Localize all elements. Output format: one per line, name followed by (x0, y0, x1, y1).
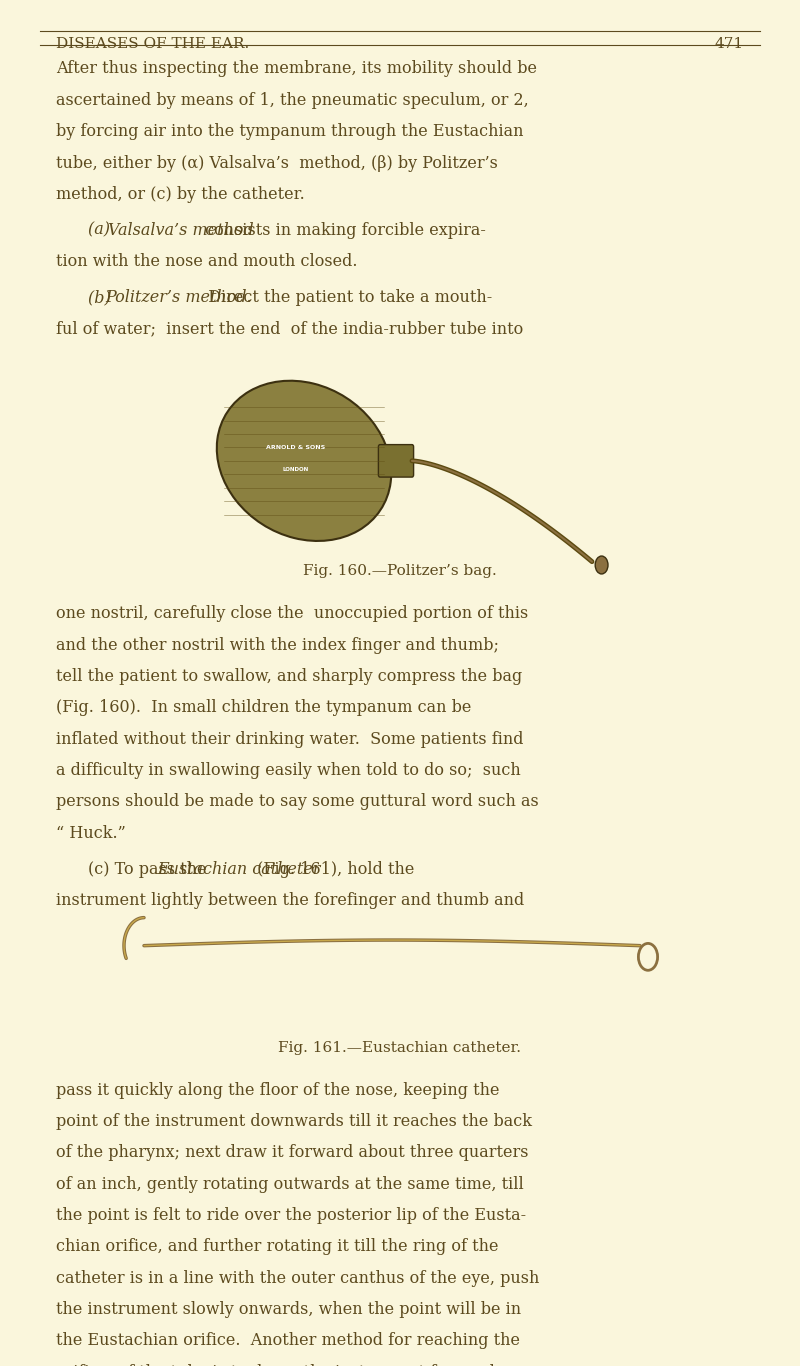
Text: tube, either by (α) Valsalva’s  method, (β) by Politzer’s: tube, either by (α) Valsalva’s method, (… (56, 154, 498, 172)
Text: Fig. 161.—Eustachian catheter.: Fig. 161.—Eustachian catheter. (278, 1041, 522, 1055)
Text: pass it quickly along the floor of the nose, keeping the: pass it quickly along the floor of the n… (56, 1082, 499, 1098)
Text: catheter is in a line with the outer canthus of the eye, push: catheter is in a line with the outer can… (56, 1270, 539, 1287)
Text: orifice  of the tube is to draw  the instrument forward: orifice of the tube is to draw the instr… (56, 1363, 495, 1366)
Text: “ Huck.”: “ Huck.” (56, 825, 126, 841)
Text: (Fig. 161), hold the: (Fig. 161), hold the (252, 861, 414, 877)
Text: consists in making forcible expira-: consists in making forcible expira- (200, 221, 486, 239)
Text: one nostril, carefully close the  unoccupied portion of this: one nostril, carefully close the unoccup… (56, 605, 528, 622)
Text: the instrument slowly onwards, when the point will be in: the instrument slowly onwards, when the … (56, 1302, 521, 1318)
Text: (c) To pass the: (c) To pass the (88, 861, 212, 877)
Text: tell the patient to swallow, and sharply compress the bag: tell the patient to swallow, and sharply… (56, 668, 522, 684)
Text: Fig. 160.—Politzer’s bag.: Fig. 160.—Politzer’s bag. (303, 564, 497, 578)
Text: ARNOLD & SONS: ARNOLD & SONS (266, 445, 326, 449)
Text: chian orifice, and further rotating it till the ring of the: chian orifice, and further rotating it t… (56, 1239, 498, 1255)
Ellipse shape (217, 381, 391, 541)
Text: persons should be made to say some guttural word such as: persons should be made to say some guttu… (56, 794, 538, 810)
Text: ascertained by means of 1, the pneumatic speculum, or 2,: ascertained by means of 1, the pneumatic… (56, 92, 529, 109)
Circle shape (595, 556, 608, 574)
Text: DISEASES OF THE EAR.: DISEASES OF THE EAR. (56, 37, 250, 51)
Text: ful of water;  insert the end  of the india-rubber tube into: ful of water; insert the end of the indi… (56, 320, 523, 337)
Text: the point is felt to ride over the posterior lip of the Eusta-: the point is felt to ride over the poste… (56, 1208, 526, 1224)
Text: (a): (a) (88, 221, 115, 239)
Text: method, or (c) by the catheter.: method, or (c) by the catheter. (56, 186, 305, 204)
Text: Politzer’s method.: Politzer’s method. (106, 290, 252, 306)
Text: tion with the nose and mouth closed.: tion with the nose and mouth closed. (56, 253, 358, 270)
Text: Valsalva’s method: Valsalva’s method (108, 221, 254, 239)
Text: Eustachian catheter: Eustachian catheter (158, 861, 321, 877)
Text: Direct the patient to take a mouth-: Direct the patient to take a mouth- (198, 290, 492, 306)
Text: instrument lightly between the forefinger and thumb and: instrument lightly between the forefinge… (56, 892, 524, 908)
Text: of the pharynx; next draw it forward about three quarters: of the pharynx; next draw it forward abo… (56, 1145, 529, 1161)
Text: the Eustachian orifice.  Another method for reaching the: the Eustachian orifice. Another method f… (56, 1332, 520, 1350)
Text: After thus inspecting the membrane, its mobility should be: After thus inspecting the membrane, its … (56, 60, 537, 78)
Text: point of the instrument downwards till it reaches the back: point of the instrument downwards till i… (56, 1113, 532, 1130)
Text: a difficulty in swallowing easily when told to do so;  such: a difficulty in swallowing easily when t… (56, 762, 521, 779)
Text: (Fig. 160).  In small children the tympanum can be: (Fig. 160). In small children the tympan… (56, 699, 471, 716)
Text: 471: 471 (715, 37, 744, 51)
Text: and the other nostril with the index finger and thumb;: and the other nostril with the index fin… (56, 637, 499, 653)
FancyBboxPatch shape (378, 444, 414, 477)
Text: (b): (b) (88, 290, 116, 306)
Text: LONDON: LONDON (283, 467, 309, 473)
Text: by forcing air into the tympanum through the Eustachian: by forcing air into the tympanum through… (56, 123, 523, 141)
Text: inflated without their drinking water.  Some patients find: inflated without their drinking water. S… (56, 731, 523, 747)
Text: of an inch, gently rotating outwards at the same time, till: of an inch, gently rotating outwards at … (56, 1176, 524, 1193)
